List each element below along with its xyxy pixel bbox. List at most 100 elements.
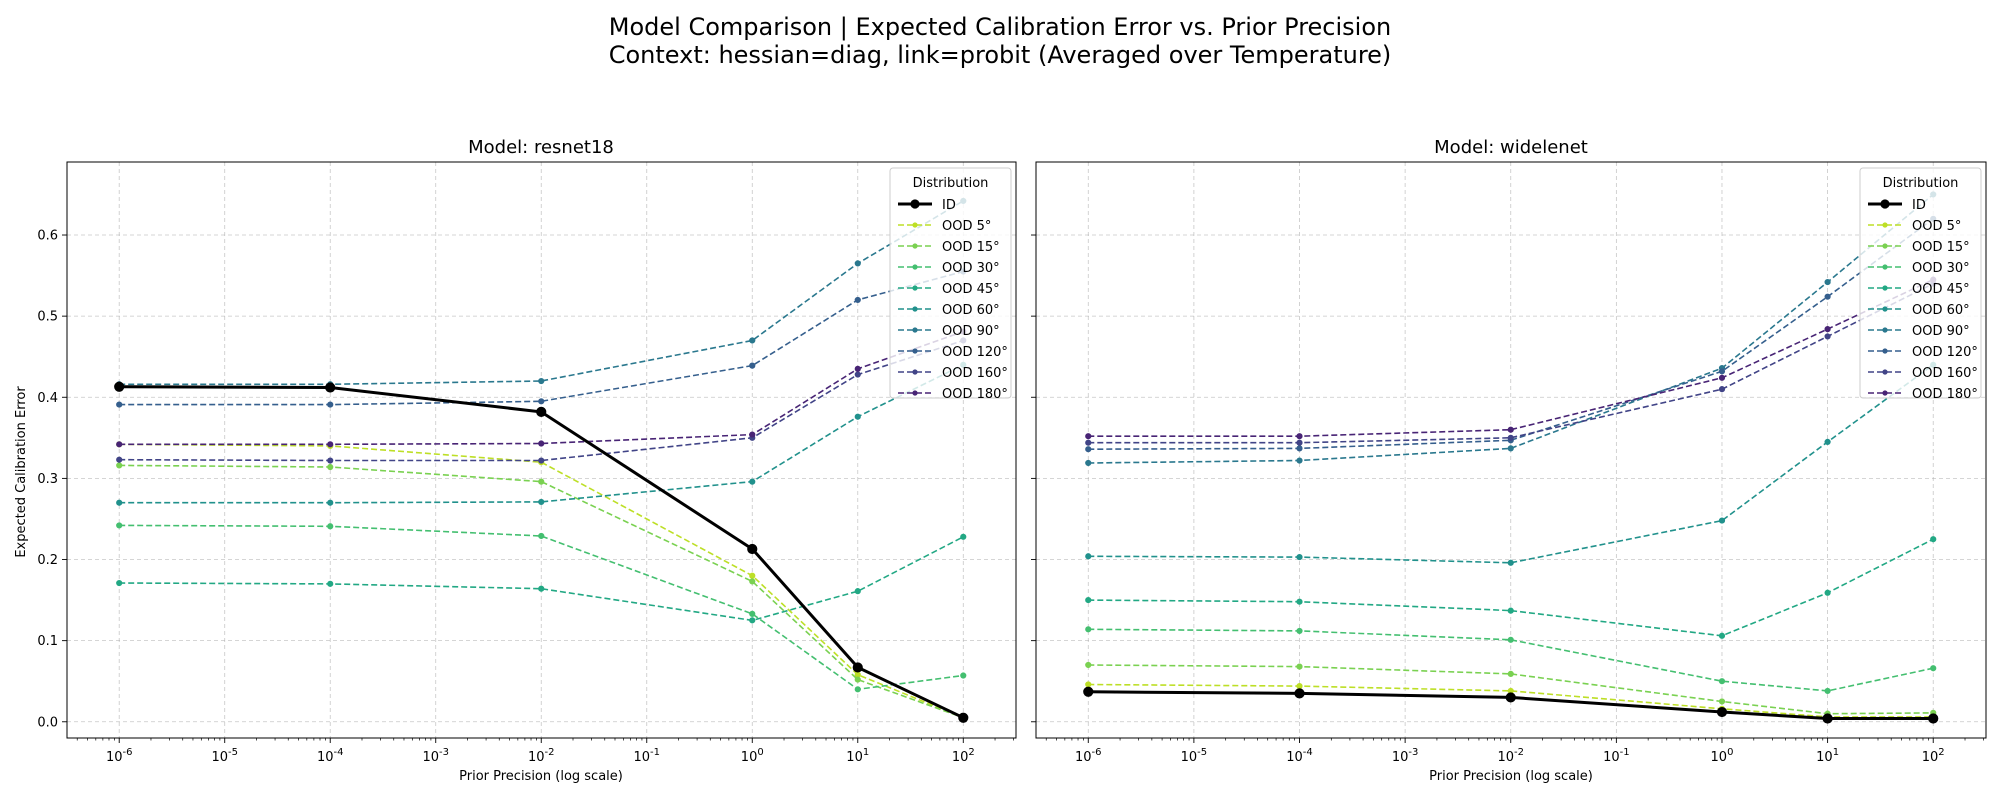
data-point [1296,439,1303,446]
legend-swatch-marker [1882,306,1888,312]
legend-swatch-marker [912,222,918,228]
series-line [119,385,964,720]
legend-title: Distribution [913,176,989,191]
legend-item: OOD 30° [898,261,1000,276]
data-point [327,463,334,471]
series-line [1088,690,1934,720]
series-line [119,270,964,406]
series-ood-120- [1085,215,1937,453]
legend-swatch-marker [1880,199,1890,209]
legend-swatch-marker [912,327,918,333]
series-line [119,339,964,462]
data-point [1822,713,1833,724]
series-line [1088,218,1934,451]
series-ood-120- [116,268,967,408]
legend-item: OOD 90° [1868,324,1970,339]
axes-frame [1035,161,1987,739]
legend-item: OOD 5° [1868,219,1961,234]
data-point [327,499,334,506]
legend-item: OOD 60° [1868,303,1970,318]
x-tick-label: 10-5 [1181,747,1208,765]
data-point [1296,627,1303,635]
data-point [327,457,334,464]
legend-label: OOD 60° [942,303,1000,318]
x-tick-label: 10-6 [106,747,133,765]
x-tick-label: 102 [1922,747,1945,765]
data-point [1718,678,1726,685]
x-axis: 10-6 10-5 10-4 10-3 10-2 10-1 100 101 102 [76,738,1014,765]
data-point [1930,665,1937,672]
legend-label: OOD 90° [942,324,1000,339]
data-point [1085,459,1092,467]
data-point [116,401,123,408]
legend-item: OOD 90° [898,324,1000,339]
legend-label: OOD 45° [1912,282,1970,297]
legend-title: Distribution [1883,176,1959,191]
legend-label: OOD 90° [1912,324,1970,339]
series-line [119,200,964,386]
series-line [1088,683,1934,718]
data-point [1085,596,1092,604]
x-tick-label: 102 [952,747,975,765]
x-tick-label: 100 [1711,747,1734,765]
x-tick-label: 10-2 [1497,747,1524,765]
legend-swatch-marker [912,306,918,312]
legend-swatch-marker [1882,264,1888,270]
legend-label: OOD 120° [1912,345,1978,360]
x-tick-label: 10-5 [211,747,238,765]
data-point [1718,517,1726,524]
data-point [854,413,861,420]
legend-swatch-marker [1882,222,1888,228]
data-point [1507,636,1514,643]
legend-label: OOD 120° [942,345,1008,360]
series-line [119,536,964,622]
series-line [1088,282,1934,444]
data-point [116,522,123,529]
legend-label: OOD 30° [942,261,1000,276]
legend-swatch-marker [912,264,918,270]
y-tick-label: 0.1 [37,634,58,649]
data-point [958,712,969,723]
data-point [960,533,967,540]
data-point [1296,663,1303,670]
data-point [1716,706,1728,718]
data-point [1296,598,1303,605]
series-group [1083,191,1939,724]
panel-title: Model: widelenet [1434,137,1588,158]
data-point [1296,445,1303,452]
legend-label: OOD 45° [942,282,1000,297]
legend-swatch-marker [912,348,918,354]
legend-label: OOD 5° [942,219,991,234]
legend-label: ID [942,198,956,213]
panel-widelenet: Model: widelenet Prior Precision (log sc… [1031,137,1987,784]
x-axis-label: Prior Precision (log scale) [459,769,623,784]
data-point [1296,433,1303,440]
legend-swatch-marker [912,369,918,375]
data-point [749,617,756,624]
series-line [1088,193,1934,464]
data-point [1507,559,1514,566]
series-line [1088,364,1934,564]
data-point [538,440,545,447]
series-group [114,197,969,723]
data-point [1507,445,1514,452]
data-point [327,580,334,587]
legend-swatch-marker [1882,369,1888,375]
data-point [1928,713,1939,724]
data-point [327,441,334,448]
legend-label: OOD 160° [942,366,1008,381]
data-point [749,337,756,344]
data-point [749,610,756,617]
y-axis-label: Expected Calibration Error [14,386,29,558]
legend-item: ID [898,198,956,213]
data-point [1507,434,1514,441]
data-point [1507,607,1514,614]
legend-swatch-marker [1882,285,1888,291]
series-ood-15- [1085,661,1937,717]
x-tick-label: 10-3 [422,747,449,765]
data-point [1824,438,1831,445]
legend-label: OOD 180° [1912,387,1978,402]
data-point [749,362,756,369]
data-point [854,371,861,378]
data-point [1824,293,1831,300]
